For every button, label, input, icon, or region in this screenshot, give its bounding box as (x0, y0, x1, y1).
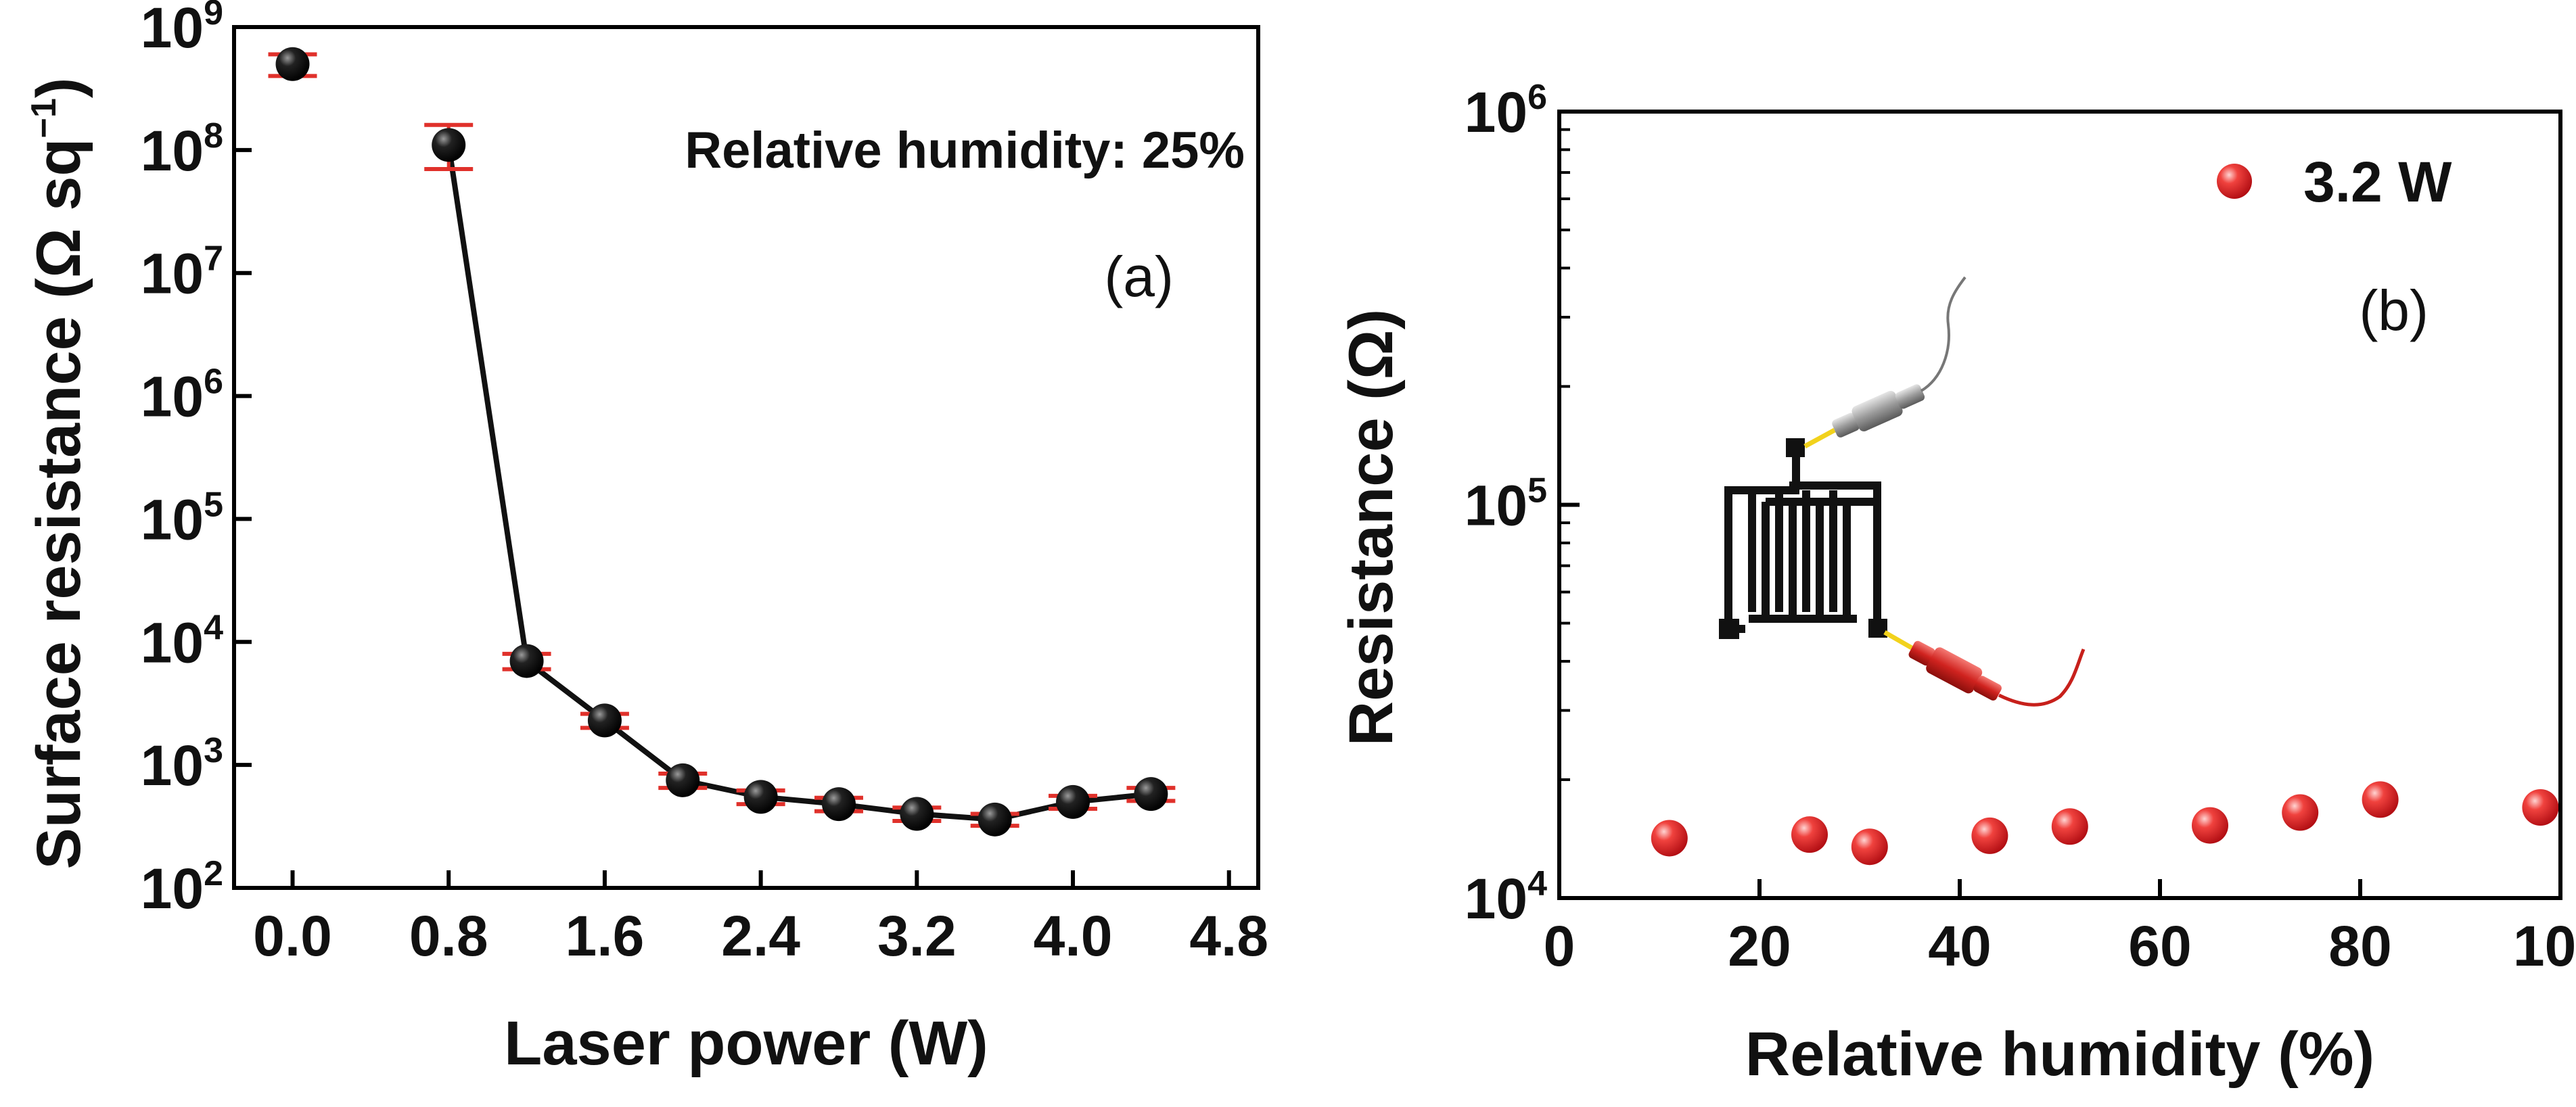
a-y-axis-title-main: Surface resistance (Ω sq (24, 138, 93, 869)
a-plot-area (268, 47, 1176, 837)
a-y-tick-label: 105 (141, 485, 223, 551)
b-y-tick-label: 106 (1465, 78, 1547, 144)
a-x-tick-label: 0.8 (409, 904, 488, 968)
b-data-point (2522, 788, 2559, 826)
a-y-axis-title-close: ) (24, 77, 93, 98)
sensor-schematic-inset (1719, 276, 2086, 707)
b-y-axis-title: Resistance (Ω) (1337, 309, 1406, 746)
a-y-tick-label: 106 (141, 362, 223, 429)
a-y-tick-label: 103 (141, 731, 223, 797)
a-y-tick-label: 109 (141, 0, 223, 60)
b-x-tick-label: 100 (2513, 914, 2576, 978)
b-x-tick-label: 0 (1544, 914, 1576, 978)
interdigitated-electrode-icon (1724, 446, 1881, 633)
a-y-tick-label: 104 (141, 608, 223, 674)
a-y-axis-title: Surface resistance (Ω sq−1) (24, 77, 93, 869)
a-data-point (1056, 784, 1090, 819)
a-data-point (666, 763, 700, 797)
b-y-tick-label: 105 (1465, 471, 1547, 538)
b-x-tick-label: 40 (1928, 914, 1991, 978)
panel-b: Resistance (Ω) 104 105 106 0 20 40 60 80 100 3.… (1337, 78, 2576, 1089)
a-x-tick-label: 1.6 (566, 904, 645, 968)
a-x-tick-label: 0.0 (253, 904, 332, 968)
a-x-tick-label: 2.4 (721, 904, 800, 968)
b-data-point (2362, 781, 2399, 818)
b-legend: 3.2 W (2217, 150, 2452, 214)
a-x-tick-label: 4.0 (1034, 904, 1113, 968)
a-data-point (978, 802, 1012, 837)
a-data-point (275, 47, 310, 81)
a-data-point (900, 797, 934, 831)
panel-a: Surface resistance (Ω sq−1) 102 103 104 105… (24, 0, 1268, 1078)
b-y-tick-label: 104 (1465, 864, 1547, 931)
b-x-tick-label: 20 (1728, 914, 1791, 978)
a-data-point (509, 644, 544, 678)
b-legend-label: 3.2 W (2303, 150, 2452, 214)
a-axes-frame (232, 25, 1260, 890)
b-data-point (2192, 807, 2228, 844)
b-data-point (1851, 828, 1888, 866)
a-y-tick-label: 102 (141, 854, 223, 920)
a-x-tick-label: 3.2 (877, 904, 957, 968)
a-panel-label: (a) (1104, 245, 1174, 308)
a-x-tick-label: 4.8 (1189, 904, 1268, 968)
red-probe-icon (1883, 630, 2086, 707)
b-plot-area (1651, 781, 2559, 866)
b-x-ticks: 0 20 40 60 80 100 (1544, 879, 2576, 978)
a-annotation: Relative humidity: 25% (685, 122, 1245, 179)
b-data-point (1791, 816, 1828, 853)
a-y-axis-title-sup: −1 (24, 98, 64, 138)
a-y-ticks: 102 103 104 105 106 107 108 109 (141, 0, 252, 920)
electrode-pad-left (1719, 619, 1739, 639)
grey-probe-icon (1803, 276, 1967, 449)
b-data-point (1971, 817, 2008, 854)
a-series-line (446, 144, 1151, 822)
b-x-axis-title: Relative humidity (%) (1745, 1020, 2374, 1089)
b-data-point (1651, 820, 1688, 857)
a-data-point (743, 780, 778, 814)
b-legend-marker (2217, 164, 2252, 199)
b-data-point (2051, 808, 2088, 845)
a-x-ticks: 0.0 0.8 1.6 2.4 3.2 4.0 4.8 (253, 870, 1268, 968)
a-data-point (432, 128, 466, 162)
b-x-tick-label: 80 (2328, 914, 2391, 978)
b-x-tick-label: 60 (2128, 914, 2191, 978)
a-x-axis-title: Laser power (W) (504, 1009, 988, 1078)
a-data-point (587, 703, 622, 738)
b-data-point (2282, 794, 2319, 831)
b-y-ticks: 104 105 106 (1465, 78, 1580, 931)
a-data-point (1134, 777, 1168, 811)
a-data-point (821, 787, 856, 822)
b-panel-label: (b) (2359, 279, 2429, 342)
a-y-tick-label: 107 (141, 239, 223, 306)
a-y-tick-label: 108 (141, 116, 223, 183)
b-axes-frame (1557, 110, 2562, 900)
electrode-pad-top (1786, 438, 1805, 457)
